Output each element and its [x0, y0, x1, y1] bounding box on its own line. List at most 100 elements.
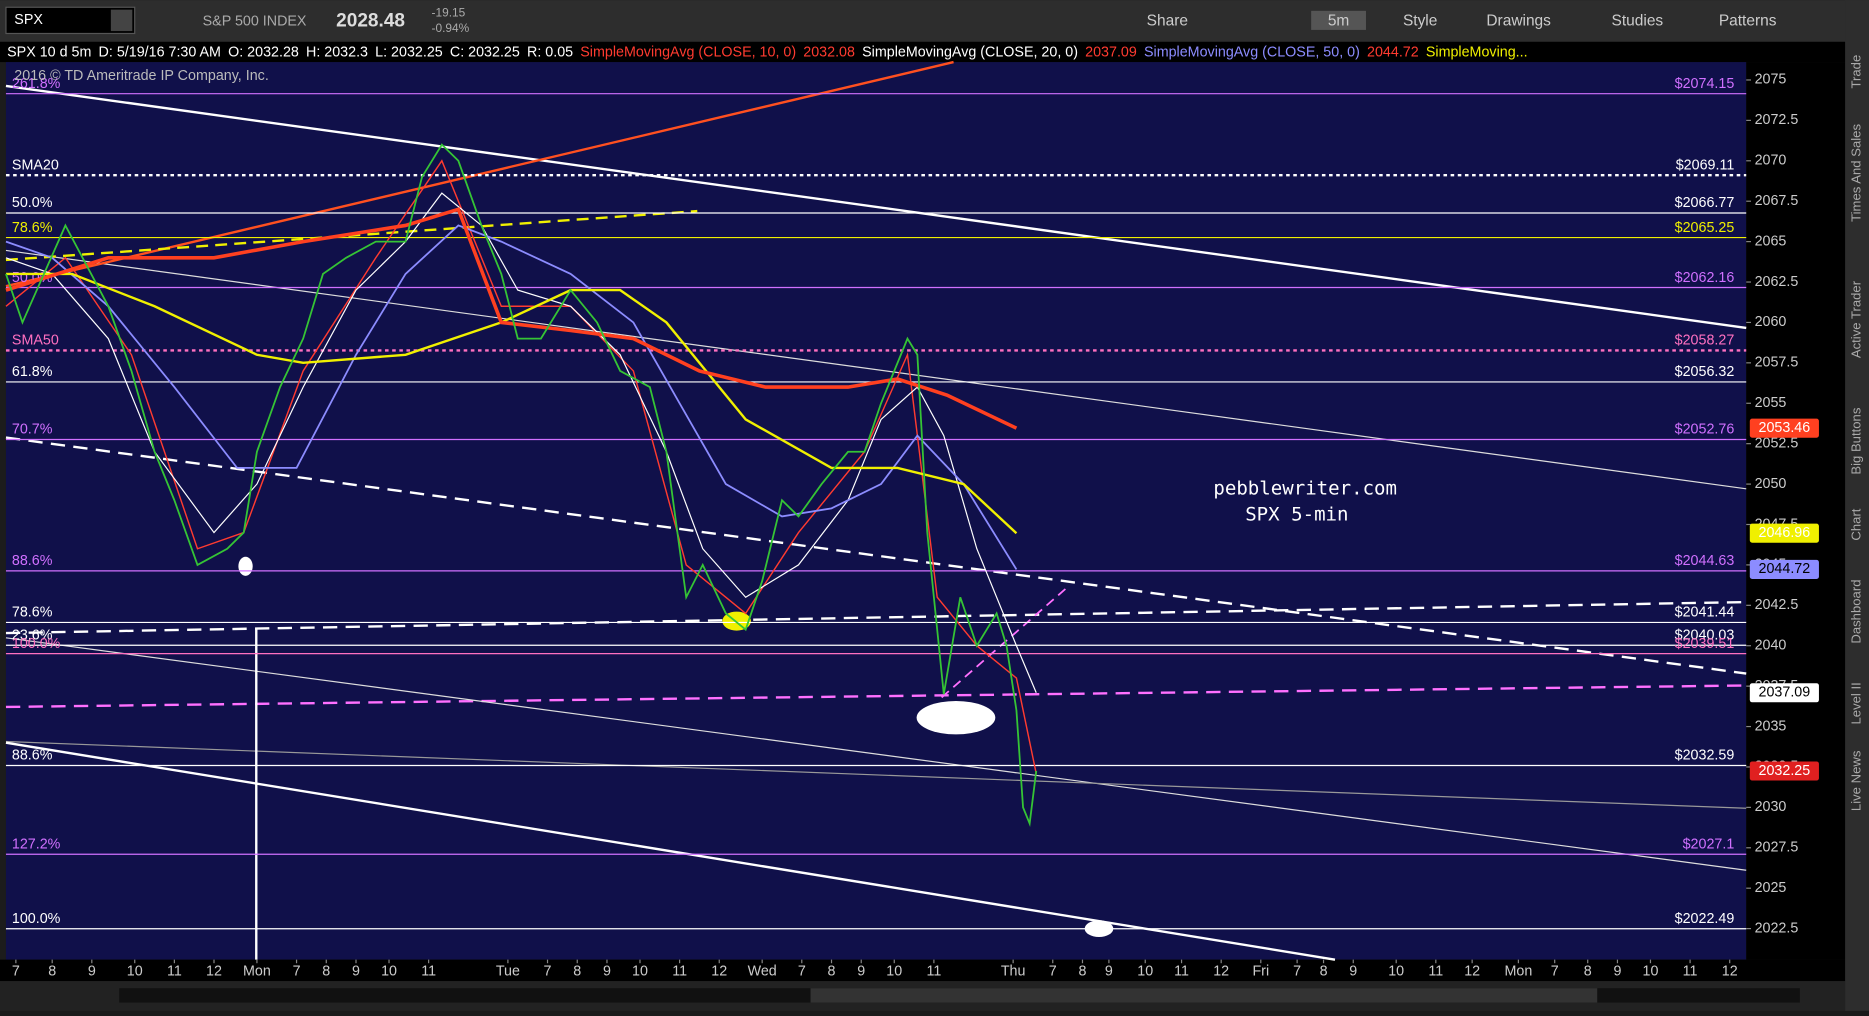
x-tick-label: 8	[322, 963, 330, 979]
y-tick-label: 2065	[1755, 233, 1787, 249]
x-tick-label: Mon	[243, 963, 271, 979]
x-tick-label: 10	[1643, 963, 1659, 979]
x-tick-label: 7	[1293, 963, 1301, 979]
study-value: 2044.72	[1367, 44, 1419, 60]
y-tick-label: 2052.5	[1755, 435, 1799, 451]
y-tick-label: 2070	[1755, 153, 1787, 169]
x-tick-label: 11	[1683, 963, 1698, 979]
x-tick-label: 10	[1388, 963, 1404, 979]
x-tick-label: 11	[672, 963, 687, 979]
y-tick-label: 2072.5	[1755, 112, 1799, 128]
side-tab[interactable]: Chart	[1849, 508, 1864, 540]
info-field: L: 2032.25	[375, 44, 443, 60]
copyright: 2016 © TD Ameritrade IP Company, Inc.	[14, 68, 268, 84]
toolbar-button[interactable]: Style	[1403, 13, 1437, 30]
side-tab[interactable]: Times And Sales	[1849, 124, 1864, 222]
x-tick-label: 8	[1079, 963, 1087, 979]
trendline	[5, 741, 1336, 961]
x-tick-label: 7	[544, 963, 552, 979]
x-tick-label: Thu	[1001, 963, 1026, 979]
series-line	[5, 224, 1018, 570]
y-tick-label: 2055	[1755, 395, 1787, 411]
change-pct: -0.94%	[431, 21, 469, 35]
x-tick-label: 11	[1428, 963, 1443, 979]
price-tag-label: 2044.72	[1759, 561, 1811, 577]
y-tick-label: 2050	[1755, 476, 1787, 492]
side-tab[interactable]: Dashboard	[1849, 580, 1864, 644]
info-row: SPX 10 d 5m D: 5/19/16 7:30 AM O: 2032.28 H…	[7, 44, 1527, 60]
toolbar-button[interactable]: Share	[1147, 13, 1188, 30]
trendline	[5, 600, 1747, 635]
level-left-label: 23.6%	[12, 627, 53, 643]
x-tick-label: 10	[1137, 963, 1153, 979]
price-tag	[1749, 761, 1819, 781]
toolbar-button[interactable]: Studies	[1612, 13, 1664, 30]
x-tick-label: Wed	[748, 963, 777, 979]
x-tick-label: 8	[48, 963, 56, 979]
price-axis	[1746, 62, 1846, 960]
annotation: pebblewriter.com	[1213, 477, 1397, 499]
y-tick-label: 2035	[1755, 718, 1787, 734]
price-tag-label: 2053.46	[1759, 420, 1811, 436]
level-left-label: 61.8%	[12, 364, 53, 380]
level-label: $2039.51	[1675, 636, 1735, 652]
x-tick-label: 10	[886, 963, 902, 979]
level-label: $2041.44	[1675, 605, 1735, 621]
x-tick-label: 11	[926, 963, 941, 979]
symbol-dropdown[interactable]	[110, 9, 133, 32]
level-left-label: 261.8%	[12, 76, 61, 92]
symbol[interactable]: SPX	[14, 12, 43, 28]
side-tab[interactable]: Active Trader	[1849, 280, 1864, 358]
info-field: C: 2032.25	[450, 44, 520, 60]
interval-button[interactable]	[1311, 10, 1366, 30]
x-tick-label: 9	[1349, 963, 1357, 979]
scroll-thumb[interactable]	[810, 988, 1598, 1003]
level-label: $2062.16	[1675, 270, 1735, 286]
level-label: $2052.76	[1675, 422, 1735, 438]
x-tick-label: 7	[798, 963, 806, 979]
price-tag-label: 2037.09	[1759, 685, 1811, 701]
time-axis	[0, 959, 1846, 982]
level-label: $2032.59	[1675, 748, 1735, 764]
level-label: $2058.27	[1675, 333, 1735, 349]
side-panel	[1845, 0, 1869, 1011]
x-tick-label: 7	[1049, 963, 1057, 979]
level-left-label: 88.6%	[12, 553, 53, 569]
side-tab[interactable]: Level II	[1849, 682, 1864, 724]
level-label: $2027.1	[1683, 836, 1735, 852]
chart: $2074.15 261.8% $2069.11 SMA20 $2066.77 50.0%…	[5, 60, 1747, 961]
marker	[238, 556, 253, 576]
description: S&P 500 INDEX	[203, 13, 307, 29]
trendline	[5, 740, 1747, 809]
info-bar	[0, 41, 1846, 63]
x-tick-label: 9	[88, 963, 96, 979]
change: -19.15	[431, 5, 465, 19]
y-tick-label: 2027.5	[1755, 840, 1799, 856]
x-tick-label: 8	[1320, 963, 1328, 979]
study-value: 2037.09	[1085, 44, 1137, 60]
last-price: 2028.48	[336, 11, 405, 32]
toolbar-button[interactable]: Patterns	[1719, 13, 1777, 30]
level-left-label: 78.6%	[12, 605, 53, 621]
x-tick-label: 8	[573, 963, 581, 979]
x-tick-label: 9	[1613, 963, 1621, 979]
y-tick-label: 2040	[1755, 638, 1787, 654]
study-label: SimpleMovingAvg (CLOSE, 20, 0)	[862, 44, 1078, 60]
side-tab[interactable]: Big Buttons	[1849, 407, 1864, 474]
plot-area	[5, 62, 1747, 960]
series-line	[5, 143, 1038, 828]
x-tick-label: 9	[603, 963, 611, 979]
toolbar-button[interactable]: Drawings	[1486, 13, 1551, 30]
y-tick-label: 2057.5	[1755, 355, 1799, 371]
price-tag	[1749, 559, 1819, 579]
x-tick-label: 8	[828, 963, 836, 979]
series-line	[5, 207, 1018, 430]
side-tab[interactable]: Live News	[1849, 750, 1864, 811]
x-tick-label: 12	[206, 963, 222, 979]
x-tick-label: Mon	[1504, 963, 1532, 979]
toolbar	[0, 0, 1869, 42]
side-tab[interactable]: Trade	[1849, 55, 1864, 89]
level-label: $2044.63	[1675, 553, 1735, 569]
toolbar-button[interactable]: 5m	[1328, 13, 1350, 30]
